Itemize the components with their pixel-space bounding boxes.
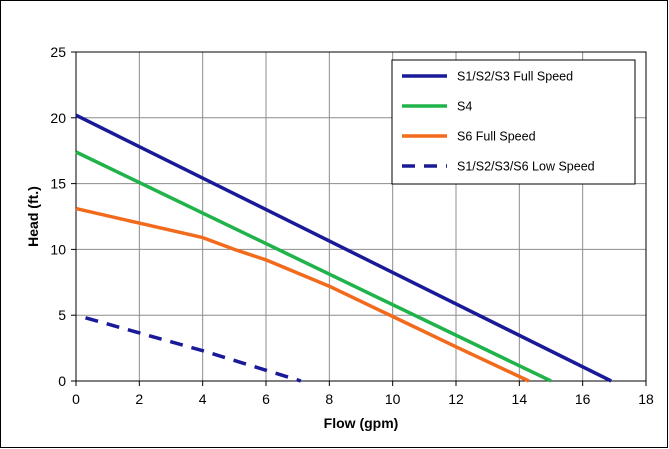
legend-item: S1/S2/S3/S6 Low Speed: [402, 160, 595, 174]
y-tick-label: 5: [58, 307, 66, 323]
y-tick-label: 25: [50, 44, 66, 60]
legend-label: S1/S2/S3/S6 Low Speed: [457, 160, 595, 174]
x-tick-label: 4: [199, 391, 207, 407]
legend-label: S6 Full Speed: [457, 130, 536, 144]
y-axis-title: Head (ft.): [25, 186, 41, 247]
x-tick-label: 10: [385, 391, 401, 407]
y-tick-label: 0: [58, 373, 66, 389]
x-axis-ticks: 0 2 4 6 8 10 12 14 16 18: [72, 381, 654, 407]
legend: S1/S2/S3 Full Speed S4 S6 Full Speed S1/S2/…: [391, 59, 636, 185]
y-axis-ticks: 0 5 10 15 20 25: [50, 44, 76, 389]
legend-label: S4: [457, 100, 472, 114]
x-tick-label: 2: [135, 391, 143, 407]
legend-item: S4: [402, 100, 472, 114]
series-layer: [75, 113, 612, 383]
x-tick-label: 6: [262, 391, 270, 407]
legend-item: S1/S2/S3 Full Speed: [402, 70, 573, 84]
series-line-3: [75, 206, 530, 383]
x-tick-label: 12: [448, 391, 464, 407]
series-line-2: [75, 150, 552, 383]
plot-area-border: [75, 51, 647, 382]
x-tick-label: 14: [512, 391, 528, 407]
series-line-4: [85, 316, 302, 383]
y-tick-label: 10: [50, 241, 66, 257]
x-tick-label: 0: [72, 391, 80, 407]
x-axis-title: Flow (gpm): [324, 415, 399, 431]
x-tick-label: 8: [325, 391, 333, 407]
y-tick-label: 15: [50, 176, 66, 192]
legend-item: S6 Full Speed: [402, 130, 536, 144]
x-tick-label: 16: [575, 391, 591, 407]
x-tick-label: 18: [638, 391, 654, 407]
series-line-1: [75, 113, 612, 383]
legend-label: S1/S2/S3 Full Speed: [457, 70, 573, 84]
y-tick-label: 20: [50, 110, 66, 126]
legend-box: [391, 59, 636, 185]
